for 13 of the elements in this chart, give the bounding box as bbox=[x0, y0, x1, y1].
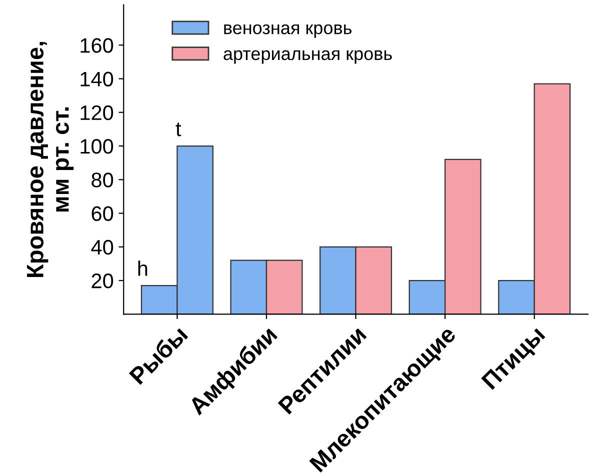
y-axis-title: Кровяное давление, мм рт. ст. bbox=[27, 42, 74, 277]
y-tick-label: 20 bbox=[92, 274, 114, 288]
y-tick-label: 80 bbox=[92, 172, 114, 188]
y-tick-label: 100 bbox=[80, 139, 114, 154]
y-tick-label: 120 bbox=[80, 105, 114, 120]
y-tick-label: 60 bbox=[92, 206, 114, 222]
annotation: h bbox=[138, 260, 148, 276]
y-tick-label: 40 bbox=[91, 240, 114, 255]
y-tick-label: 140 bbox=[80, 72, 114, 86]
legend-label: венозная кровь bbox=[224, 24, 352, 38]
y-tick-label: 160 bbox=[80, 38, 114, 53]
legend-label: артериальная кровь bbox=[224, 50, 392, 64]
annotation: t bbox=[176, 122, 182, 136]
